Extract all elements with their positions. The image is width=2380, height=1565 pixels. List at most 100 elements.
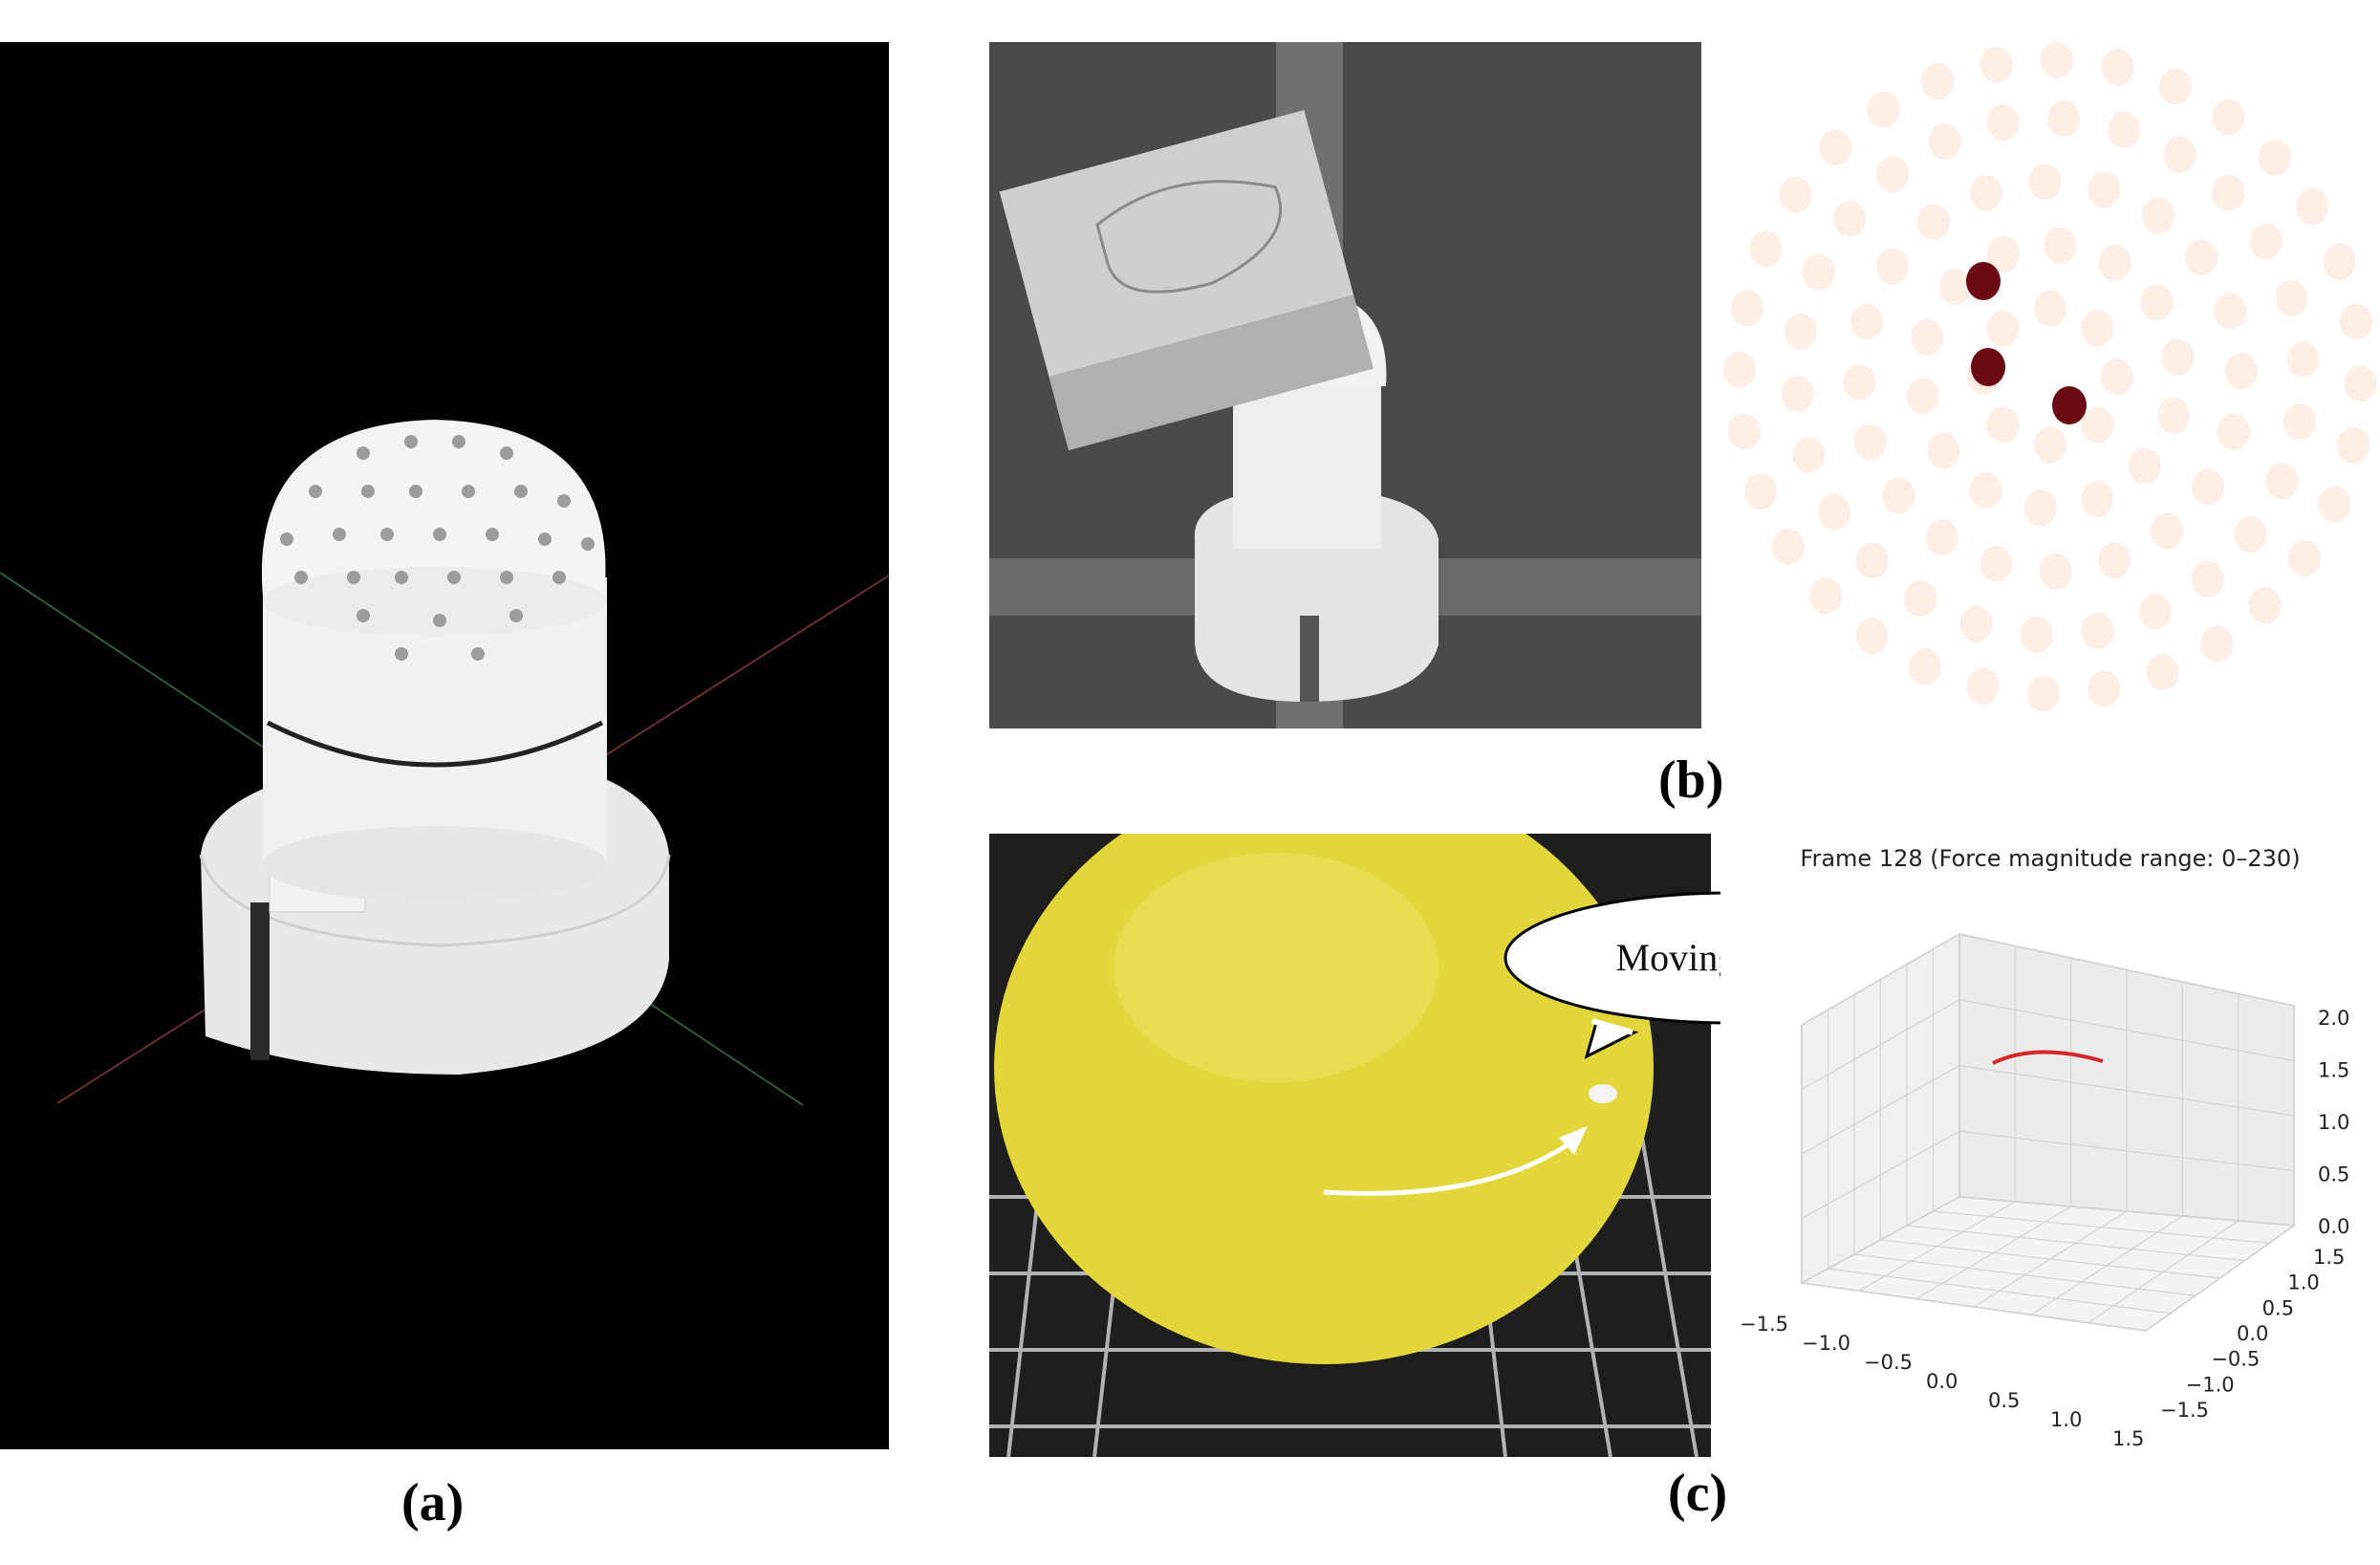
marker-dot (1986, 406, 2020, 444)
marker-dot (1727, 413, 1761, 450)
marker-dot (1875, 248, 1909, 285)
y-tick-label: −1.5 (2160, 1399, 2209, 1422)
marker-dot (1744, 473, 1778, 511)
grid-line (1958, 933, 2295, 1007)
marker-dot (2146, 653, 2179, 690)
marker-dot (2141, 197, 2174, 234)
marker-dot (2081, 612, 2114, 649)
marker-dot (2234, 516, 2267, 554)
marker-dot-active (1971, 348, 2005, 386)
marker-dot (2191, 560, 2224, 598)
marker-dot (1853, 424, 1887, 461)
trajectory-plot-svg: Frame 128 (Force magnitude range: 0–230)… (1740, 845, 2349, 1450)
marker-dot (1855, 618, 1889, 655)
marker-dot (2185, 239, 2218, 276)
y-tick-label: 0.5 (2262, 1296, 2294, 1319)
grid-line (1958, 1130, 2295, 1172)
marker-dot (1876, 156, 1910, 193)
marker-dot (2200, 625, 2234, 663)
marker-dot (2026, 675, 2060, 712)
marker-dot (1959, 605, 1993, 642)
marker-dot (2283, 403, 2316, 441)
y-tick-label: −0.5 (2211, 1348, 2260, 1371)
sensor-render-panel (0, 42, 889, 1449)
plot-grid (1801, 933, 2295, 1332)
y-tick-label: 1.5 (2313, 1246, 2345, 1269)
marker-dot (1927, 432, 1960, 469)
marker-dot (1771, 529, 1805, 566)
marker-dot (2288, 540, 2322, 577)
marker-dot (2151, 512, 2184, 550)
marker-dot (2034, 426, 2066, 464)
grid-line (1801, 933, 1960, 1026)
marker-dot (2212, 174, 2245, 211)
motion-arrow (1323, 1139, 1574, 1196)
grid-line (1958, 1064, 2295, 1117)
marker-dot (2044, 227, 2077, 264)
z-tick-label: 0.5 (2318, 1163, 2349, 1186)
marker-dot (2028, 163, 2062, 201)
z-tick-label: 1.0 (2318, 1111, 2349, 1134)
marker-dot (2286, 340, 2320, 378)
x-tick-label: 1.0 (2050, 1408, 2082, 1431)
marker-dot (2081, 310, 2114, 347)
marker-dot (2098, 244, 2131, 281)
marker-dot (2323, 243, 2356, 280)
dome-marker-dots (280, 435, 595, 661)
marker-dot (2156, 397, 2190, 434)
marker-dot (1911, 319, 1944, 357)
plot-ticks: −1.5−1.0−0.50.00.51.01.51.51.00.50.0−0.5… (1740, 1007, 2349, 1450)
x-tick-label: −1.0 (1802, 1332, 1850, 1355)
marker-dot (1980, 545, 2013, 582)
sensor-model-illustration (0, 420, 889, 1106)
caption-b: (b) (1658, 750, 1724, 810)
marker-dot (2337, 426, 2370, 464)
marker-dot (2098, 542, 2131, 579)
caption-c: (c) (1668, 1464, 1728, 1523)
marker-dot (1969, 472, 2002, 510)
marker-dot (2344, 365, 2377, 402)
marker-dot (1986, 104, 2020, 141)
y-tick-label: 1.0 (2287, 1272, 2319, 1294)
trajectory-3d-plot: Frame 128 (Force magnitude range: 0–230)… (1720, 834, 2380, 1493)
marker-dot (1819, 129, 1852, 166)
marker-dot (2023, 489, 2057, 527)
grid-line (1801, 999, 1960, 1091)
marker-dot (1818, 493, 1851, 531)
marker-dot (1785, 313, 1818, 350)
sphere-experiment-illustration (989, 834, 1711, 1457)
marker-dot (2128, 447, 2161, 485)
marker-dot (2140, 284, 2174, 321)
marker-dot (1966, 667, 2000, 705)
marker-dot (1926, 519, 1959, 556)
x-tick-label: 1.5 (2112, 1427, 2144, 1450)
marker-dot (2139, 593, 2173, 630)
marker-dot (2041, 42, 2074, 78)
marker-dot (2081, 481, 2114, 518)
caption-a: (a) (401, 1473, 465, 1532)
y-tick-label: 0.0 (2237, 1322, 2268, 1345)
contact-simulation-illustration (989, 42, 1701, 728)
marker-dot (2088, 171, 2121, 208)
marker-dot (2163, 136, 2196, 173)
marker-dot (1867, 91, 1900, 128)
marker-dot-active (1966, 262, 2001, 300)
marker-dot (1904, 580, 1937, 618)
grid-line (2145, 1225, 2295, 1332)
z-tick-label: 0.0 (2318, 1215, 2349, 1238)
marker-displacement-map (1711, 42, 2380, 728)
x-tick-label: 0.0 (1926, 1370, 1958, 1393)
grid-line (1958, 999, 2295, 1062)
marker-dot (2217, 413, 2250, 450)
grid-line (1801, 1064, 1960, 1155)
marker-dot (1980, 46, 2013, 83)
marker-dot (2020, 616, 2053, 653)
marker-dot (1916, 204, 1950, 241)
force-trajectory-line (1992, 1050, 2104, 1065)
marker-dot (2249, 223, 2283, 260)
moving-sensor-dot (1589, 1084, 1617, 1103)
z-tick-label: 2.0 (2318, 1007, 2349, 1030)
marker-dot (1850, 303, 1884, 340)
marker-dot (1909, 648, 1942, 685)
marker-dot (2158, 68, 2192, 105)
